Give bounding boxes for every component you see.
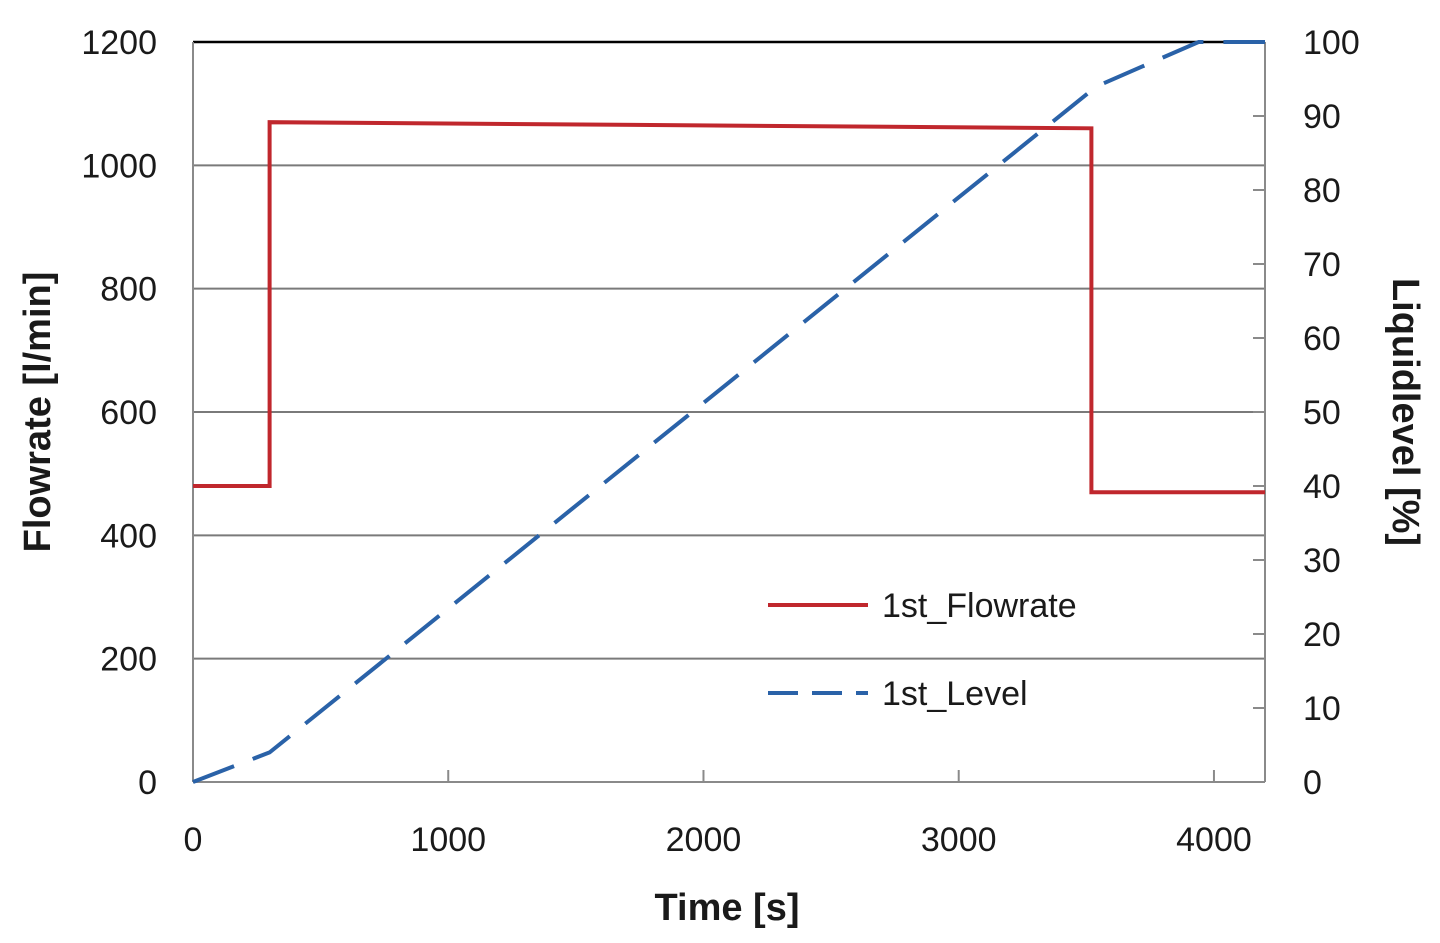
y2-axis-title: Liquidlevel [%] <box>1384 278 1426 546</box>
legend-level-label: 1st_Level <box>882 675 1028 713</box>
y2-tick-label-50: 50 <box>1303 394 1341 432</box>
x-tick-label-4000: 4000 <box>1176 821 1252 859</box>
y2-tick-label-70: 70 <box>1303 246 1341 284</box>
y2-tick-label-0: 0 <box>1303 764 1322 802</box>
x-tick-label-1000: 1000 <box>410 821 486 859</box>
y-tick-label-1000: 1000 <box>81 147 157 185</box>
y2-tick-label-40: 40 <box>1303 468 1341 506</box>
y-tick-label-800: 800 <box>100 271 157 309</box>
y2-tick-label-10: 10 <box>1303 690 1341 728</box>
grid-lines <box>193 40 1265 660</box>
y2-tick-label-80: 80 <box>1303 172 1341 210</box>
y2-tick-label-90: 90 <box>1303 98 1341 136</box>
y2-tick-label-100: 100 <box>1303 24 1360 62</box>
y2-tick-label-60: 60 <box>1303 320 1341 358</box>
series-layer <box>192 40 1265 784</box>
series-line-0 <box>193 120 1265 495</box>
y2-tick-label-30: 30 <box>1303 542 1341 580</box>
legend-flowrate-label: 1st_Flowrate <box>882 587 1077 625</box>
x-tick-label-0: 0 <box>184 821 203 859</box>
plot-frame <box>192 41 1266 783</box>
x-tick-label-3000: 3000 <box>921 821 997 859</box>
x-tick-label-2000: 2000 <box>666 821 742 859</box>
y-tick-label-600: 600 <box>100 394 157 432</box>
tick-labels: 0 1000 2000 3000 4000 0 200 400 600 800 1000 1200 0 1… <box>81 24 1359 859</box>
y2-tick-label-20: 20 <box>1303 616 1341 654</box>
y-tick-label-400: 400 <box>100 517 157 555</box>
y-tick-label-0: 0 <box>138 764 157 802</box>
legend: 1st_Flowrate 1st_Level <box>768 587 1077 713</box>
x-axis-title: Time [s] <box>654 887 799 929</box>
y-tick-label-200: 200 <box>100 641 157 679</box>
y-tick-label-1200: 1200 <box>81 24 157 62</box>
y-axis-title: Flowrate [l/min] <box>17 272 59 553</box>
